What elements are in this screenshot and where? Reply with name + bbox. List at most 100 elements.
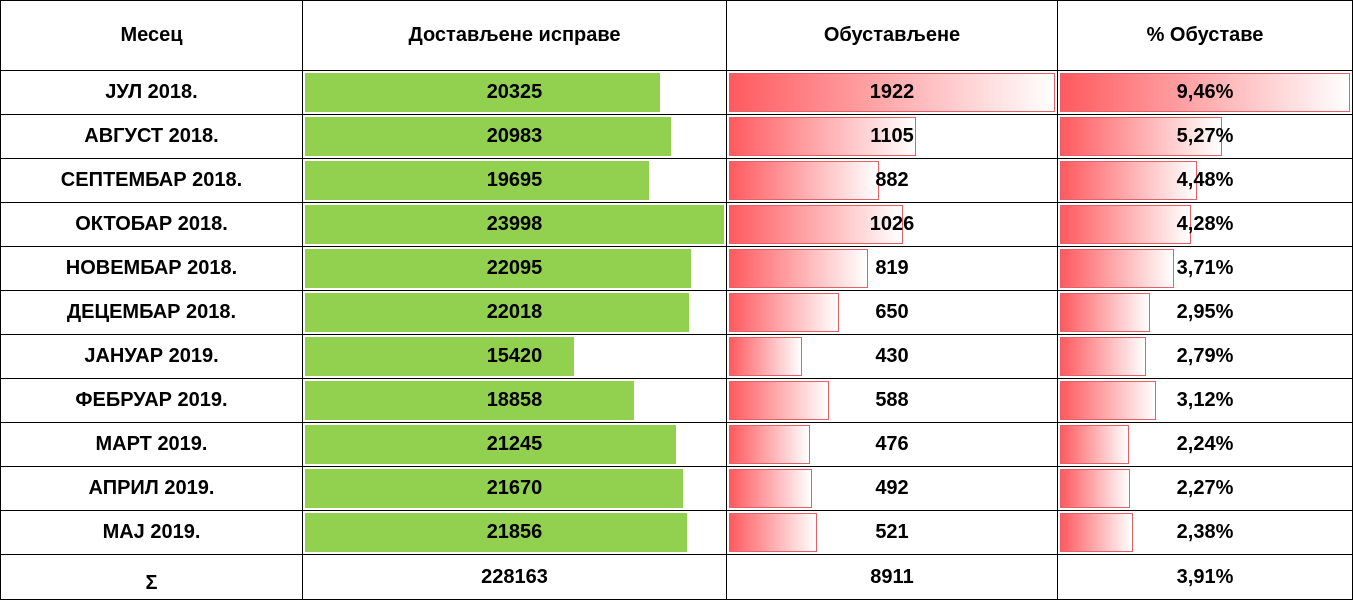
delivered-cell: 21856 [303,511,727,555]
percent-cell: 3,71% [1058,247,1353,291]
month: АПРИЛ 2019. [88,477,215,499]
month-cell: НОВЕМБАР 2018. [0,247,303,291]
data-bar [1060,161,1198,200]
data-bar [729,249,868,288]
data-bar [305,513,687,552]
header-cell: Достављене исправе [303,0,727,71]
total-delivered: 228163 [481,565,548,588]
month: МАРТ 2019. [95,433,208,455]
suspended: 476 [875,433,909,455]
delivered: 18858 [486,389,543,411]
percent-cell: 2,95% [1058,291,1353,335]
month-cell: ОКТОБАР 2018. [0,203,303,247]
header-cell: Обустављене [727,0,1058,71]
percent: 2,24% [1176,433,1234,455]
month-cell: СЕПТЕМБАР 2018. [0,159,303,203]
delivered: 15420 [486,345,543,367]
delivered-cell: 15420 [303,335,727,379]
data-bar [729,337,802,376]
total-cell: 3,91% [1058,555,1353,600]
month-cell: ФЕБРУАР 2019. [0,379,303,423]
suspended-cell: 588 [727,379,1058,423]
percent-cell: 4,48% [1058,159,1353,203]
suspended: 650 [875,301,909,323]
delivered-cell: 22018 [303,291,727,335]
month: МАЈ 2019. [102,521,201,543]
data-bar [305,73,660,112]
month-cell: ЈАНУАР 2019. [0,335,303,379]
delivered-cell: 18858 [303,379,727,423]
data-bar [1060,73,1350,112]
header-text: Достављене исправе [408,24,621,46]
month: ЈАНУАР 2019. [84,345,219,367]
suspended: 1922 [869,81,915,103]
month: ДЕЦЕМБАР 2018. [66,301,237,323]
suspended-cell: 650 [727,291,1058,335]
suspended-cell: 430 [727,335,1058,379]
percent: 2,95% [1176,301,1234,323]
suspended-cell: 819 [727,247,1058,291]
percent: 4,48% [1176,169,1234,191]
delivered: 23998 [486,213,543,235]
month-cell: ДЕЦЕМБАР 2018. [0,291,303,335]
data-bar [305,381,635,420]
data-bar [1060,469,1130,508]
delivered: 20983 [486,125,543,147]
month-cell: АПРИЛ 2019. [0,467,303,511]
data-bar [1060,381,1156,420]
data-bar [729,381,829,420]
percent: 2,38% [1176,521,1234,543]
suspended-cell: 476 [727,423,1058,467]
data-bar [1060,205,1192,244]
delivered: 20325 [486,81,543,103]
data-bar [305,425,676,464]
suspended: 1105 [870,125,914,147]
data-bar [1060,117,1222,156]
delivered: 21856 [486,521,543,543]
delivered-cell: 20983 [303,115,727,159]
data-bar [305,469,684,508]
data-bar [729,205,904,244]
total-cell: 228163 [303,555,727,600]
suspended: 521 [875,521,909,543]
suspended: 1026 [869,213,915,235]
suspended-cell: 882 [727,159,1058,203]
suspended: 492 [875,477,909,499]
percent: 2,27% [1176,477,1234,499]
total-suspended: 8911 [870,565,914,588]
data-bar [1060,425,1129,464]
suspended-cell: 1105 [727,115,1058,159]
total-cell: 8911 [727,555,1058,600]
month: ФЕБРУАР 2019. [75,389,228,411]
suspended-cell: 521 [727,511,1058,555]
header-text: Обустављене [823,24,961,46]
suspended-cell: 1922 [727,71,1058,115]
delivered-cell: 22095 [303,247,727,291]
data-bar [1060,293,1151,332]
percent-cell: 5,27% [1058,115,1353,159]
month-cell: МАЈ 2019. [0,511,303,555]
data-bar [305,293,690,332]
data-bar [729,513,818,552]
percent: 5,27% [1176,125,1234,147]
suspended: 819 [875,257,909,279]
month-cell: ЈУЛ 2018. [0,71,303,115]
month: НОВЕМБАР 2018. [65,257,238,279]
data-bar [1060,513,1133,552]
data-bar [729,117,917,156]
data-bar [305,249,691,288]
percent-cell: 3,12% [1058,379,1353,423]
delivered-cell: 20325 [303,71,727,115]
data-bar [305,117,672,156]
data-bar [1060,337,1146,376]
percent-cell: 2,27% [1058,467,1353,511]
month-cell: МАРТ 2019. [0,423,303,467]
header-cell: % Обуставе [1058,0,1353,71]
percent: 4,28% [1176,213,1234,235]
percent: 3,12% [1176,389,1234,411]
delivered-cell: 21670 [303,467,727,511]
suspended: 430 [875,345,909,367]
delivered: 22018 [486,301,543,323]
percent: 9,46% [1176,81,1234,103]
